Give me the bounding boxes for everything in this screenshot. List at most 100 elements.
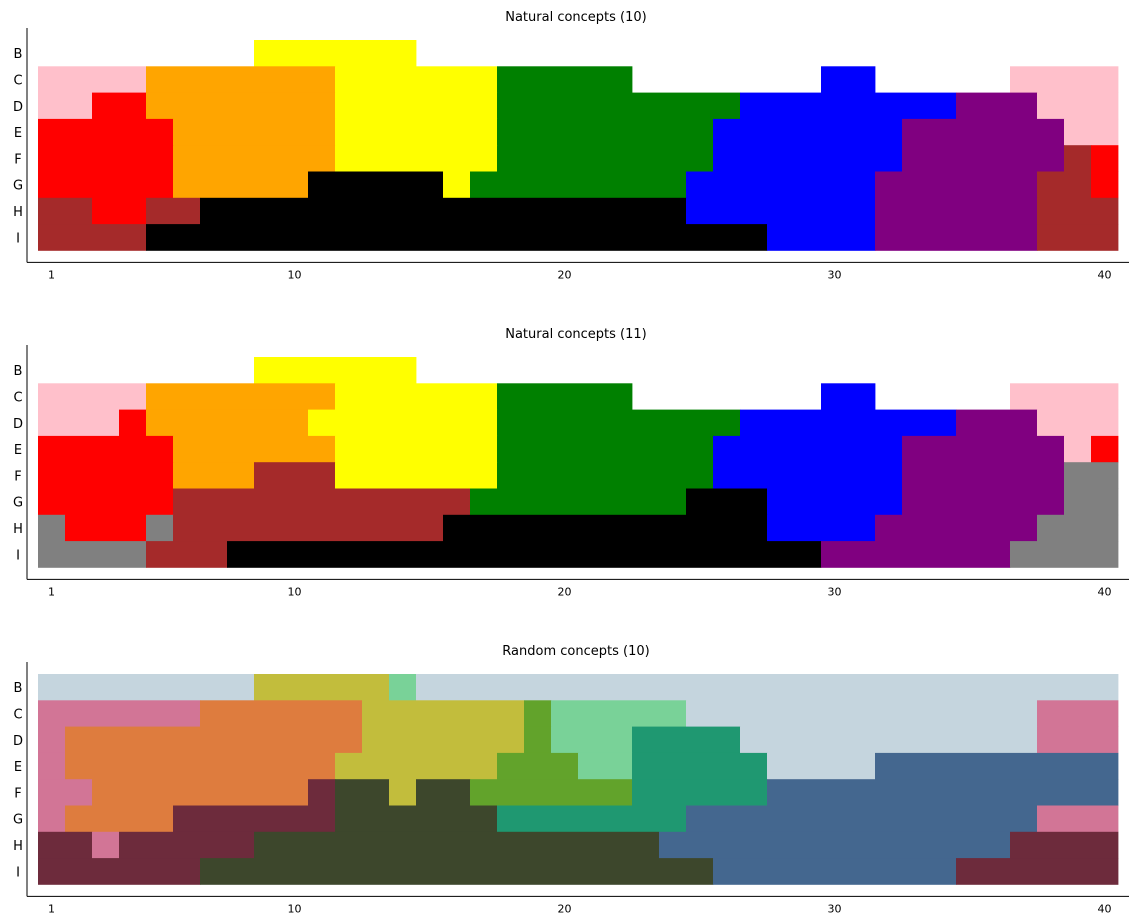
heatmap-cell (1037, 805, 1119, 833)
heatmap-cell (335, 752, 498, 780)
heatmap-cell (146, 409, 309, 437)
heatmap-cell (38, 805, 66, 833)
panel-random-10: Random concepts (10) B C D E F G H I 1 10 20 30 40 (0, 634, 1129, 924)
heatmap-cell (686, 171, 876, 199)
heatmap-cell (38, 383, 147, 410)
heatmap-cell (38, 197, 93, 225)
heatmap-cell (65, 752, 336, 780)
x-tick-label: 1 (48, 585, 55, 598)
heatmap-cell (38, 409, 120, 437)
heatmap-cell (92, 92, 147, 120)
heatmap-cell (956, 92, 1038, 120)
heatmap-cell (524, 700, 552, 727)
heatmap-cell (335, 435, 498, 463)
heatmap-cell (821, 383, 876, 410)
heatmap-cell (1064, 462, 1119, 489)
heatmap-cell (1064, 145, 1092, 172)
row-label: I (16, 548, 20, 563)
heatmap-cell (92, 197, 147, 225)
heatmap-cell (65, 805, 174, 833)
heatmap-cell (38, 118, 174, 146)
heatmap-cell (497, 409, 741, 437)
heatmap-cell (335, 92, 498, 120)
row-label: G (13, 496, 23, 511)
heatmap-cell (902, 118, 1065, 146)
heatmap-cell (686, 700, 1038, 727)
heatmap-cell (659, 831, 1011, 859)
panel-natural-10: Natural concepts (10) B C D E F G H I 1 10 20 30 40 (0, 0, 1129, 290)
x-tick-label: 40 (1098, 902, 1112, 915)
heatmap-cell (902, 462, 1065, 489)
heatmap-cell (1010, 383, 1119, 410)
heatmap-cell (902, 145, 1065, 172)
heatmap-cell (254, 462, 336, 489)
row-label: C (13, 707, 22, 722)
heatmap-cell (1091, 145, 1119, 172)
heatmap-cell (335, 462, 498, 489)
row-label: F (14, 152, 21, 167)
heatmap-cell (497, 118, 714, 146)
heatmap-cell (200, 197, 687, 225)
heatmap-cell (146, 514, 174, 542)
heatmap-cell (38, 752, 66, 780)
heatmap-cell (767, 779, 1119, 806)
heatmap-cell (1037, 171, 1092, 199)
row-label: D (13, 734, 23, 749)
row-label: B (14, 364, 23, 379)
heatmap-cell (956, 858, 1119, 885)
row-label: E (14, 126, 22, 141)
heatmap-cell (227, 541, 822, 568)
heatmap-cell (38, 514, 66, 542)
heatmap-cell (875, 514, 1038, 542)
heatmap-cell (65, 514, 147, 542)
row-label: H (13, 205, 23, 220)
heatmap-cell (713, 435, 903, 463)
heatmap-cell (173, 145, 336, 172)
heatmap-cell (470, 171, 687, 199)
heatmap-cell (740, 92, 957, 120)
row-label: B (14, 681, 23, 696)
heatmap-cell (38, 435, 174, 463)
heatmap-cell (686, 805, 1038, 833)
heatmap-cell (1037, 224, 1119, 251)
x-tick-label: 10 (288, 902, 302, 915)
chart-title: Natural concepts (11) (505, 327, 647, 342)
heatmap-cell (686, 197, 876, 225)
row-label: G (13, 813, 23, 828)
heatmap-cell (335, 145, 498, 172)
heatmap-cell (335, 383, 498, 410)
x-tick-label: 30 (828, 268, 842, 281)
heatmap-cell (713, 118, 903, 146)
heatmap-cell (821, 66, 876, 93)
heatmap-cell (173, 435, 336, 463)
heatmap-cell (875, 197, 1038, 225)
heatmap-cell (740, 409, 957, 437)
heatmap-cell (875, 224, 1038, 251)
heatmap-cell (335, 118, 498, 146)
heatmap-cell (1091, 171, 1119, 199)
x-tick-label: 1 (48, 268, 55, 281)
x-tick-label: 30 (828, 585, 842, 598)
row-label: F (14, 469, 21, 484)
heatmap-cell (38, 92, 93, 120)
heatmap-cell (173, 118, 336, 146)
row-label: G (13, 179, 23, 194)
heatmap-cell (767, 514, 876, 542)
heatmap-cell (767, 488, 903, 516)
x-tick-label: 40 (1098, 585, 1112, 598)
heatmap-cell (200, 700, 363, 727)
heatmap-cell (1010, 541, 1119, 568)
heatmap-cell (38, 171, 174, 199)
heatmap-cell (578, 752, 633, 780)
heatmap-cell (1064, 435, 1092, 463)
heatmap-cell (254, 831, 660, 859)
heatmap-cell (497, 805, 687, 833)
heatmap-cell (470, 779, 633, 806)
heatmap-cell (335, 66, 498, 93)
heatmap-cell (1091, 435, 1119, 463)
heatmap-cell (38, 462, 174, 489)
heatmap-cell (92, 831, 120, 859)
heatmap-cell (497, 752, 579, 780)
